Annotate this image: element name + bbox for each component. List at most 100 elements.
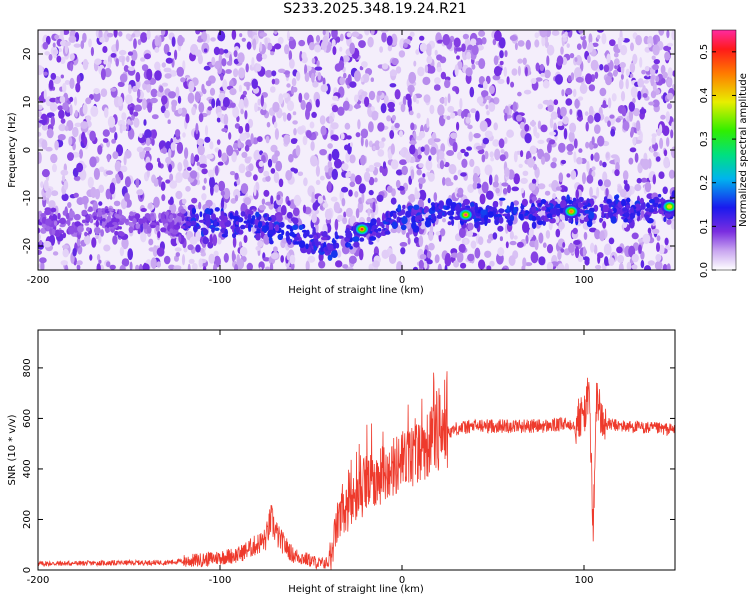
line-plot-frame <box>37 329 676 571</box>
noise-blob <box>467 184 475 193</box>
noise-blob <box>79 149 83 159</box>
noise-blob <box>292 207 300 217</box>
noise-blob <box>143 119 147 126</box>
y-tick-label: 20 <box>22 48 33 61</box>
noise-blob <box>632 97 636 104</box>
noise-blob <box>284 44 290 55</box>
noise-blob <box>329 115 334 124</box>
noise-blob <box>446 115 451 121</box>
noise-blob <box>265 175 271 182</box>
noise-blob <box>655 253 662 262</box>
ridge-blob <box>439 200 444 209</box>
line-plot-background <box>38 330 675 570</box>
ridge-blob <box>402 204 406 210</box>
noise-blob <box>295 71 301 82</box>
noise-blob <box>664 51 671 61</box>
noise-blob <box>161 30 166 36</box>
ridge-blob <box>568 217 572 224</box>
noise-blob <box>535 177 539 187</box>
noise-blob <box>163 67 172 73</box>
noise-blob <box>88 38 92 48</box>
noise-blob <box>160 105 166 114</box>
noise-blob <box>554 216 560 224</box>
ridge-blob <box>371 231 377 236</box>
ridge-blob <box>269 214 277 223</box>
noise-blob <box>671 84 675 90</box>
ridge-blob <box>541 206 547 211</box>
noise-blob <box>437 263 442 270</box>
noise-blob <box>177 108 183 115</box>
noise-blob <box>315 179 321 185</box>
noise-blob <box>455 47 463 52</box>
noise-blob <box>271 78 276 85</box>
noise-blob <box>473 133 481 139</box>
noise-blob <box>278 178 284 188</box>
noise-blob <box>493 55 499 66</box>
noise-blob <box>471 44 479 56</box>
noise-blob <box>546 55 550 66</box>
noise-blob <box>587 114 594 124</box>
noise-blob <box>274 150 280 157</box>
noise-blob <box>256 53 263 62</box>
noise-blob <box>538 232 544 244</box>
noise-blob <box>123 154 127 166</box>
ridge-blob <box>257 221 263 229</box>
ridge-blob <box>53 220 58 226</box>
noise-blob <box>171 36 176 47</box>
noise-blob <box>217 149 222 158</box>
noise-blob <box>647 43 652 48</box>
noise-blob <box>188 80 195 93</box>
ridge-blob <box>411 215 417 223</box>
noise-blob <box>82 32 87 43</box>
noise-blob <box>280 255 285 263</box>
noise-blob <box>527 157 535 168</box>
noise-blob <box>402 95 407 106</box>
noise-blob <box>129 106 134 116</box>
noise-blob <box>381 249 390 259</box>
noise-blob <box>300 99 306 111</box>
noise-blob <box>631 232 639 240</box>
noise-blob <box>547 104 554 113</box>
noise-blob <box>666 263 671 270</box>
noise-blob <box>310 141 315 151</box>
noise-blob <box>176 141 184 154</box>
noise-blob <box>653 35 657 46</box>
ridge-blob <box>294 236 299 241</box>
noise-blob <box>278 93 284 105</box>
noise-blob <box>209 141 214 150</box>
noise-blob <box>324 165 330 173</box>
noise-blob <box>231 30 237 40</box>
noise-blob <box>653 151 658 158</box>
ridge-blob <box>214 227 220 231</box>
noise-blob <box>39 239 43 246</box>
noise-blob <box>132 85 138 93</box>
noise-blob <box>165 179 171 184</box>
noise-blob <box>499 154 506 162</box>
noise-blob <box>610 128 616 137</box>
noise-blob <box>635 120 641 132</box>
ridge-blob <box>572 197 577 202</box>
noise-blob <box>252 137 259 145</box>
noise-blob <box>503 66 508 77</box>
noise-blob <box>223 187 231 200</box>
noise-blob <box>440 228 446 237</box>
noise-blob <box>52 49 59 55</box>
noise-blob <box>144 80 151 85</box>
noise-blob <box>229 171 236 176</box>
noise-blob <box>286 252 291 261</box>
noise-blob <box>574 98 580 109</box>
noise-blob <box>447 93 451 104</box>
noise-blob <box>663 45 672 52</box>
noise-blob <box>426 259 433 265</box>
ridge-blob <box>663 216 667 223</box>
noise-blob <box>476 96 484 104</box>
noise-blob <box>82 58 89 71</box>
noise-blob <box>62 30 70 35</box>
noise-blob <box>389 83 397 88</box>
y-tick-label: 200 <box>22 510 33 529</box>
ridge-blob <box>101 221 106 229</box>
noise-blob <box>453 174 458 181</box>
ridge-blob <box>375 232 382 238</box>
noise-blob <box>517 58 523 64</box>
noise-blob <box>256 136 263 143</box>
